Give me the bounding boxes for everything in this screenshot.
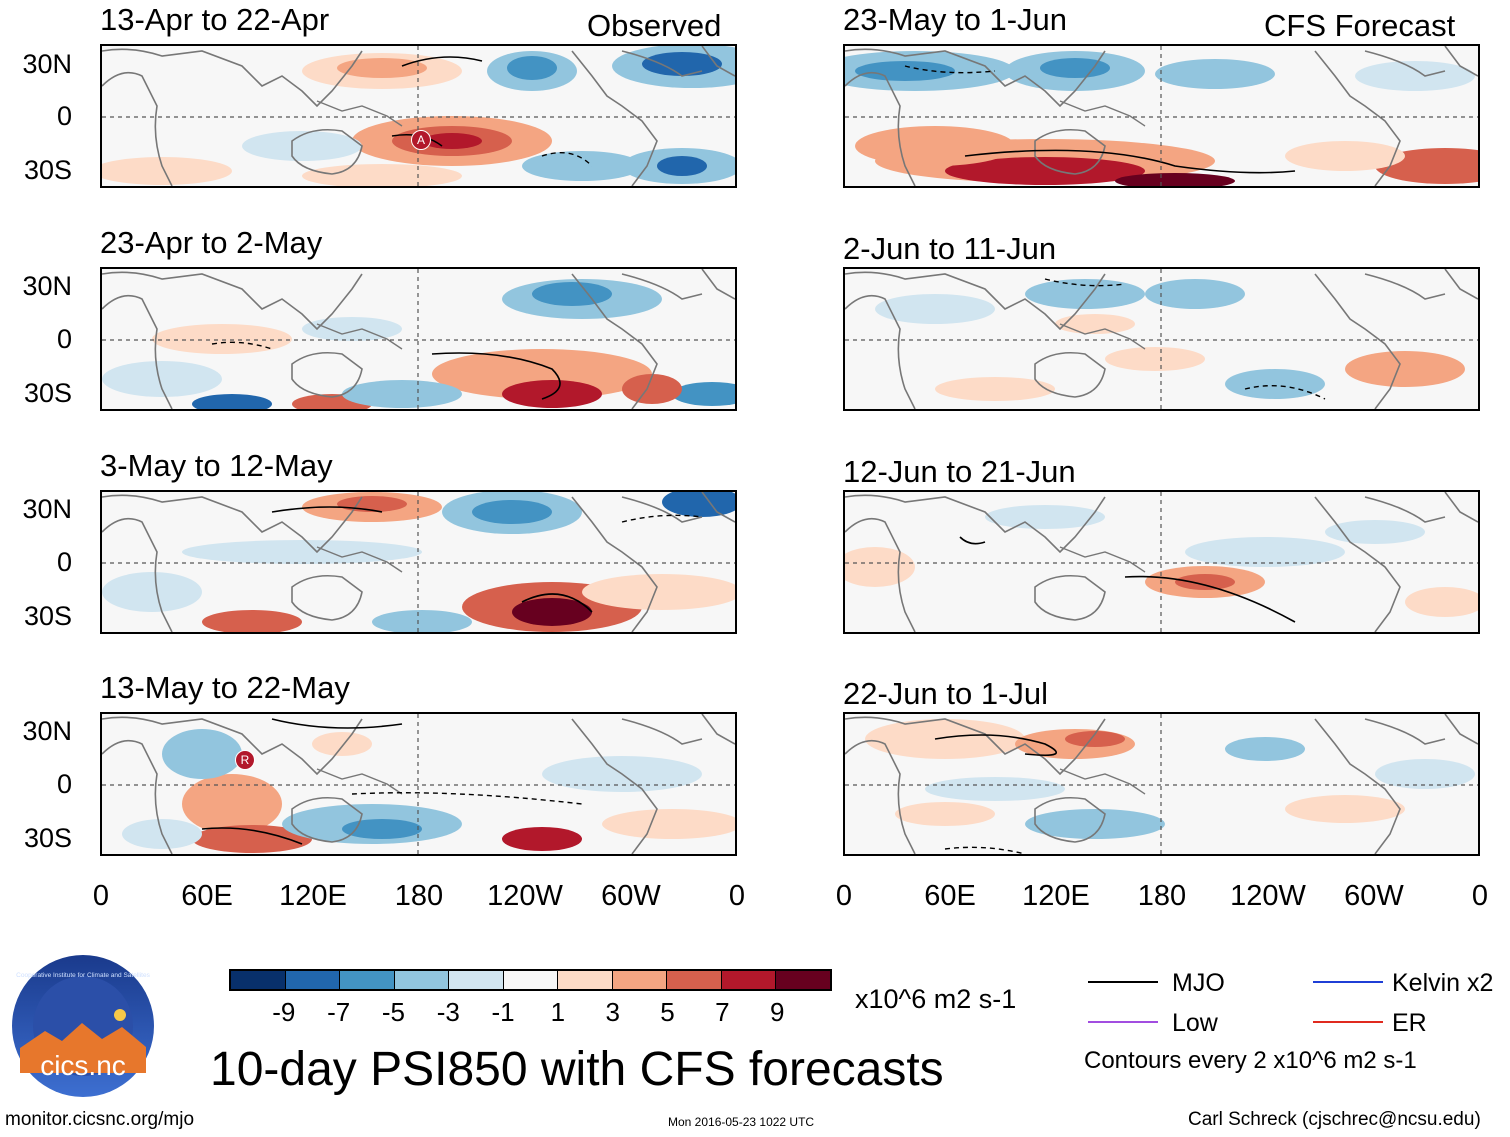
colorbar-label: 9 <box>769 997 785 1027</box>
y-label-30n: 30N <box>22 716 72 746</box>
svg-text:cics.nc: cics.nc <box>40 1050 126 1081</box>
panel-title: 12-Jun to 21-Jun <box>843 454 1076 489</box>
y-label-30s: 30S <box>23 601 72 631</box>
x-label: 60W <box>601 880 661 912</box>
colorbar-swatch <box>284 971 340 989</box>
x-label: 180 <box>1137 880 1187 912</box>
legend-line-er <box>1313 1021 1383 1023</box>
colorbar-swatch <box>557 971 612 989</box>
contour-note: Contours every 2 x10^6 m2 s-1 <box>1084 1047 1417 1074</box>
colorbar-label: 5 <box>660 997 675 1027</box>
x-label: 60E <box>181 880 233 912</box>
anomaly-field <box>102 46 735 186</box>
y-label-eq: 0 <box>56 101 72 131</box>
x-label: 120E <box>279 880 347 912</box>
map-panel-forecast-3 <box>843 490 1480 634</box>
legend-low-label: Low <box>1172 1009 1218 1037</box>
colorbar-swatch <box>611 971 667 989</box>
colorbar-label: -1 <box>491 997 515 1027</box>
anomaly-field <box>845 714 1478 854</box>
colorbar-swatch <box>775 971 831 989</box>
panel-title: 13-May to 22-May <box>100 670 350 705</box>
y-label-30n: 30N <box>22 494 72 524</box>
colorbar <box>229 969 832 991</box>
map-panel-forecast-4 <box>843 712 1480 856</box>
legend-er-label: ER <box>1392 1009 1427 1037</box>
panel-title: 2-Jun to 11-Jun <box>843 231 1057 266</box>
y-label-eq: 0 <box>56 324 72 354</box>
colorbar-swatch <box>448 971 503 989</box>
anomaly-field <box>102 492 735 632</box>
panel-title: 22-Jun to 1-Jul <box>843 676 1049 711</box>
colorbar-swatch <box>393 971 449 989</box>
y-label-30s: 30S <box>23 155 72 185</box>
x-label: 180 <box>394 880 444 912</box>
y-label-eq: 0 <box>56 769 72 799</box>
y-label-eq: 0 <box>56 547 72 577</box>
legend-line-kelvin <box>1313 981 1383 983</box>
panel-title: 23-May to 1-Jun <box>843 2 1067 37</box>
map-panel-forecast-2 <box>843 267 1480 411</box>
x-label: 60E <box>924 880 976 912</box>
y-label-30n: 30N <box>22 271 72 301</box>
colorbar-label: -7 <box>327 997 351 1027</box>
legend-mjo-label: MJO <box>1172 969 1225 997</box>
colorbar-swatch <box>720 971 776 989</box>
colorbar-swatch <box>502 971 558 989</box>
colorbar-label: 3 <box>605 997 620 1027</box>
colorbar-swatches <box>229 969 832 991</box>
x-label: 120W <box>1230 880 1306 912</box>
legend-kelvin-label: Kelvin x2 <box>1392 969 1494 997</box>
logo-graphic: cics.nc Cooperative Institute for Climat… <box>12 955 154 1097</box>
map-panel-observed-3 <box>100 490 737 634</box>
anomaly-field <box>102 714 735 854</box>
anomaly-field <box>845 492 1478 632</box>
colorbar-label: -5 <box>381 997 406 1027</box>
footer-timestamp: Mon 2016-05-23 1022 UTC <box>668 1115 815 1129</box>
x-label: 0 <box>92 880 110 912</box>
map-panel-forecast-1 <box>843 44 1480 188</box>
y-label-30s: 30S <box>23 378 72 408</box>
panel-title: 13-Apr to 22-Apr <box>100 2 330 37</box>
colorbar-label: -9 <box>272 997 296 1027</box>
colorbar-swatch <box>666 971 721 989</box>
map-panel-observed-4 <box>100 712 737 856</box>
x-label: 0 <box>1471 880 1489 912</box>
y-label-30s: 30S <box>23 823 72 853</box>
x-label: 0 <box>835 880 853 912</box>
anticyclone-marker: A <box>411 130 431 150</box>
anomaly-field <box>102 269 735 409</box>
anomaly-field <box>845 269 1478 409</box>
legend-line-low <box>1088 1021 1158 1023</box>
main-title: 10-day PSI850 with CFS forecasts <box>210 1043 944 1096</box>
map-panel-observed-2 <box>100 267 737 411</box>
colorbar-label: 1 <box>550 997 566 1027</box>
x-label: 120W <box>487 880 563 912</box>
colorbar-units: x10^6 m2 s-1 <box>855 984 1017 1014</box>
ridge-marker: R <box>235 750 255 770</box>
cics-logo: cics.nc Cooperative Institute for Climat… <box>10 953 156 1099</box>
panel-title: 23-Apr to 2-May <box>100 225 323 260</box>
map-panel-observed-1 <box>100 44 737 188</box>
forecast-label: CFS Forecast <box>1264 8 1456 43</box>
footer-url[interactable]: monitor.cicsnc.org/mjo <box>5 1109 195 1130</box>
colorbar-label: -3 <box>436 997 460 1027</box>
panel-title: 3-May to 12-May <box>100 448 333 483</box>
x-label: 60W <box>1344 880 1404 912</box>
colorbar-swatch <box>231 971 285 989</box>
legend-line-mjo <box>1088 981 1158 983</box>
svg-text:Cooperative Institute for Clim: Cooperative Institute for Climate and Sa… <box>16 972 150 979</box>
footer-author: Carl Schreck (cjschrec@ncsu.edu) <box>1188 1109 1481 1130</box>
y-label-30n: 30N <box>22 49 72 79</box>
x-label: 0 <box>728 880 746 912</box>
anomaly-field <box>845 46 1478 186</box>
x-label: 120E <box>1022 880 1090 912</box>
colorbar-swatch <box>339 971 394 989</box>
observed-label: Observed <box>587 8 722 43</box>
colorbar-label: 7 <box>715 997 730 1027</box>
